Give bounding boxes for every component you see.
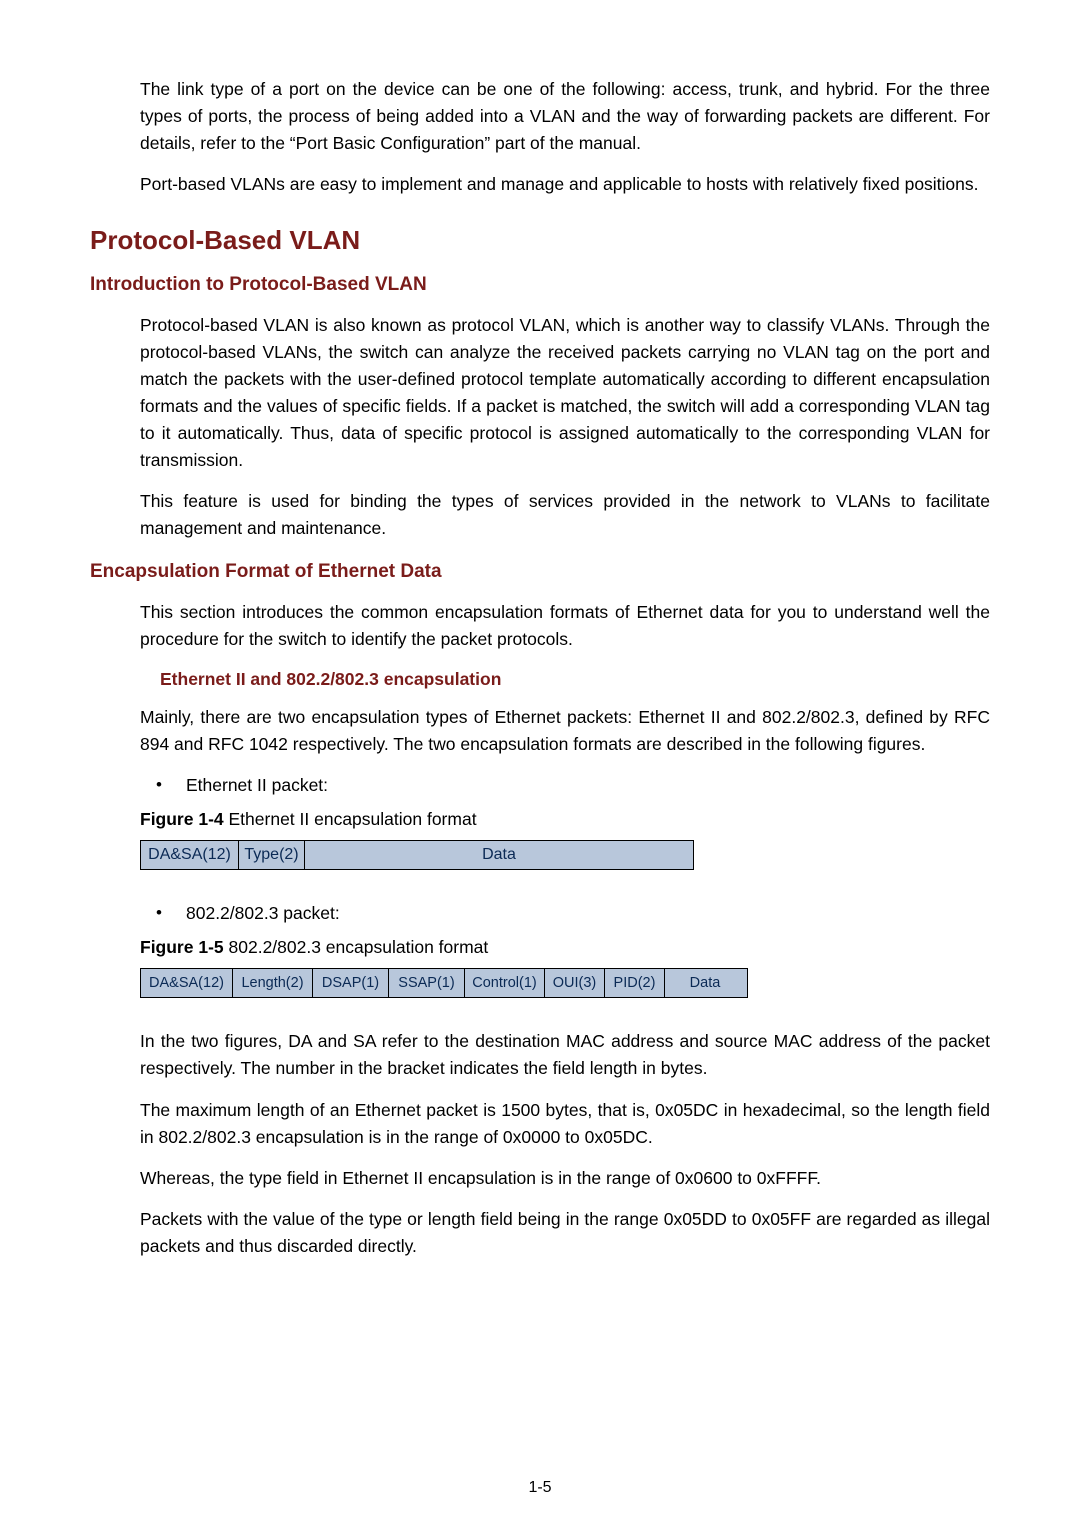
- figure-caption-text: Ethernet II encapsulation format: [224, 809, 477, 829]
- packet-field: Control(1): [465, 969, 545, 997]
- packet-field: DSAP(1): [313, 969, 389, 997]
- heading-protocol-based-vlan: Protocol-Based VLAN: [90, 225, 990, 256]
- paragraph: In the two figures, DA and SA refer to t…: [140, 1028, 990, 1082]
- packet-field: SSAP(1): [389, 969, 465, 997]
- list-item: Ethernet II packet:: [140, 772, 990, 799]
- packet-field: DA&SA(12): [141, 969, 233, 997]
- page-content: The link type of a port on the device ca…: [90, 76, 990, 1260]
- heading-ethernet-ii-8022: Ethernet II and 802.2/802.3 encapsulatio…: [160, 669, 990, 690]
- packet-field: Data: [665, 969, 745, 997]
- paragraph: Whereas, the type field in Ethernet II e…: [140, 1165, 990, 1192]
- list-item: 802.2/802.3 packet:: [140, 900, 990, 927]
- figure-caption-1-4: Figure 1-4 Ethernet II encapsulation for…: [140, 809, 990, 830]
- packet-field: PID(2): [605, 969, 665, 997]
- packet-field: Length(2): [233, 969, 313, 997]
- figure-caption-text: 802.2/802.3 encapsulation format: [224, 937, 489, 957]
- figure-caption-1-5: Figure 1-5 802.2/802.3 encapsulation for…: [140, 937, 990, 958]
- paragraph: Packets with the value of the type or le…: [140, 1206, 990, 1260]
- figure-label: Figure 1-5: [140, 937, 224, 957]
- packet-field: OUI(3): [545, 969, 605, 997]
- packet-field: Data: [305, 841, 693, 869]
- page-number: 1-5: [0, 1479, 1080, 1497]
- paragraph: The maximum length of an Ethernet packet…: [140, 1097, 990, 1151]
- paragraph: Port-based VLANs are easy to implement a…: [140, 171, 990, 198]
- 8022-8023-packet-diagram: DA&SA(12)Length(2)DSAP(1)SSAP(1)Control(…: [140, 968, 748, 998]
- bullet-list: 802.2/802.3 packet:: [140, 900, 990, 927]
- figure-label: Figure 1-4: [140, 809, 224, 829]
- heading-encapsulation-format: Encapsulation Format of Ethernet Data: [90, 561, 990, 583]
- bullet-list: Ethernet II packet:: [140, 772, 990, 799]
- paragraph: This feature is used for binding the typ…: [140, 488, 990, 542]
- ethernet-ii-packet-diagram: DA&SA(12)Type(2)Data: [140, 840, 694, 870]
- paragraph: Mainly, there are two encapsulation type…: [140, 704, 990, 758]
- paragraph: Protocol-based VLAN is also known as pro…: [140, 312, 990, 475]
- paragraph: The link type of a port on the device ca…: [140, 76, 990, 157]
- packet-field: Type(2): [239, 841, 305, 869]
- packet-field: DA&SA(12): [141, 841, 239, 869]
- paragraph: This section introduces the common encap…: [140, 599, 990, 653]
- heading-intro-protocol-vlan: Introduction to Protocol-Based VLAN: [90, 274, 990, 296]
